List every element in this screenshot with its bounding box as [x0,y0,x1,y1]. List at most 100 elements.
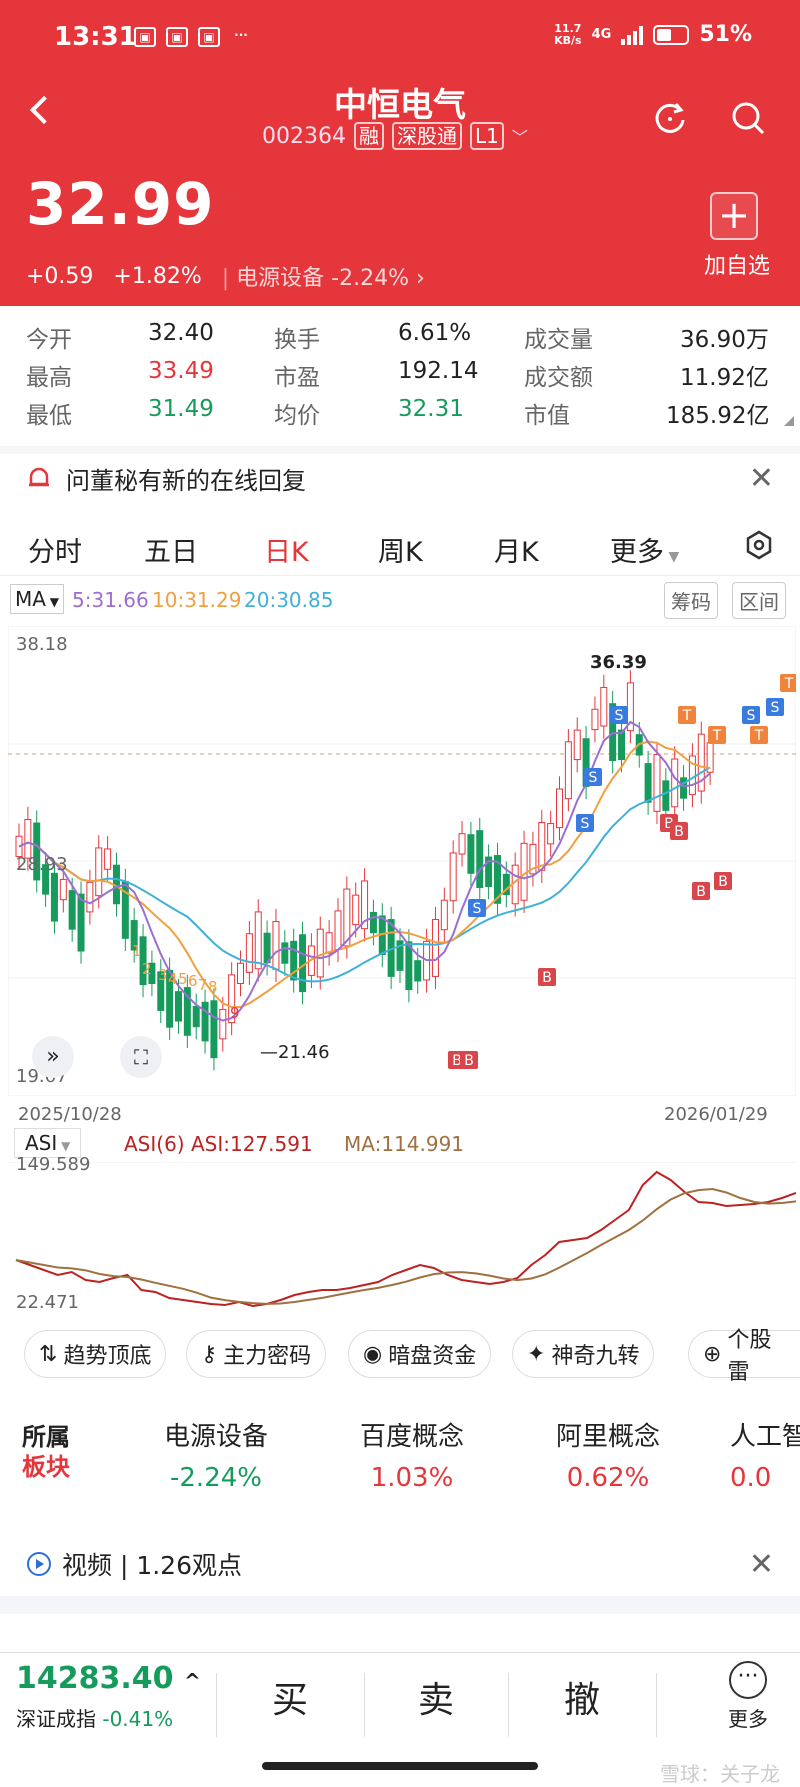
signal-icon [621,25,644,45]
index-value[interactable]: 14283.40 ^ [16,1661,201,1696]
tab-intraday[interactable]: 分时 [28,537,82,568]
asi-selector[interactable]: ASI ▼ [14,1128,82,1158]
candle [237,962,245,985]
settings-icon[interactable] [744,530,774,560]
candle [591,708,599,731]
sector-item[interactable]: 百度概念 1.03% [359,1422,464,1493]
candle [130,920,138,951]
tag-margin: 融 [353,122,384,150]
sell-button[interactable]: 卖 [417,1680,454,1721]
range-button[interactable]: 区间 [732,582,786,619]
signal-badge [678,706,696,724]
buy-button[interactable]: 买 [271,1680,308,1721]
asi-svg [8,1161,797,1308]
sector-item[interactable]: 电源设备 -2.24% [163,1422,268,1493]
candle [431,919,439,977]
fast-forward-icon[interactable]: » [32,1036,74,1078]
signal-text: T [682,708,692,724]
signal-badge [780,674,798,692]
ma20-value: 20:30.85 [244,588,334,612]
tag-level[interactable]: L1 [469,122,504,150]
candle [50,872,58,922]
fullscreen-icon[interactable]: ⛶ [120,1036,162,1078]
candle [502,873,510,896]
candle [653,753,661,812]
candle [281,942,289,964]
signal-text: T [784,676,794,692]
tab-five-day[interactable]: 五日 [144,537,198,568]
expand-corner-icon[interactable] [784,416,794,426]
sector-link[interactable]: | 电源设备 -2.24% › [221,266,425,291]
asi-ma: MA:114.991 [344,1132,465,1156]
sector-item[interactable]: 人工智 0.0 [730,1422,800,1493]
nine-turn-label: 5 [178,970,188,988]
ma-selector[interactable]: MA ▼ [10,584,64,614]
stock-header: 13:31 ▣ ▣ ▣ ··· 11.7 KB/s 4G 51% 中恒电气 002364… [0,0,800,306]
cancel-order-button[interactable]: 撤 [563,1680,600,1721]
divider [364,1673,365,1737]
tab-more[interactable]: 更多 ▼ [610,537,680,568]
nine-turn-label: 7 [198,976,208,994]
ma20-line [18,766,711,983]
candle [493,855,501,904]
chip-trend[interactable]: ⇅ 趋势顶底 [24,1330,167,1378]
signal-text: S [615,708,624,724]
asi-chart[interactable]: 149.589 22.471 [8,1154,797,1313]
candle [600,686,608,727]
more-button[interactable]: ··· 更多 [728,1661,768,1732]
nine-turn-label: 1 [132,942,142,960]
signal-text: B [542,970,552,986]
divider [656,1673,657,1737]
candle [662,780,670,811]
video-bar[interactable]: 视频 | 1.26观点 ✕ [0,1534,800,1594]
search-icon[interactable] [728,98,768,138]
add-watchlist-button[interactable]: + [710,192,758,240]
candle [263,932,271,964]
close-icon[interactable]: ✕ [748,1546,774,1582]
close-icon[interactable]: ✕ [748,460,774,496]
tab-weekly-k[interactable]: 周K [378,537,423,568]
chart-tabs: 分时 五日 日K 周K 月K 更多 ▼ [0,512,800,576]
signal-text: S [473,901,482,917]
candle [77,893,85,952]
signal-badge [584,768,602,786]
signal-badge [692,882,710,900]
home-indicator [262,1762,538,1770]
status-time: 13:31 [54,22,137,52]
signal-badge [766,698,784,716]
avg-value: 32.31 [398,396,464,422]
signal-text: S [589,770,598,786]
candle [458,833,466,855]
nine-turn-label: 4 [168,970,178,988]
index-label[interactable]: 深证成指 -0.41% [16,1707,174,1731]
candle [414,960,422,982]
signal-text: T [712,728,722,744]
candle [529,843,537,875]
chip-dark-pool[interactable]: ◉ 暗盘资金 [348,1330,492,1378]
chevron-down-icon[interactable]: ﹀ [511,128,528,147]
signal-text: B [696,884,706,900]
ma10-value: 10:31.29 [152,588,242,612]
candle [449,852,457,902]
candle [299,934,307,993]
tab-monthly-k[interactable]: 月K [494,537,539,568]
net-type: 4G [591,27,612,42]
signal-badge [714,872,732,890]
candle [564,741,572,800]
chip-main-force[interactable]: ⚷ 主力密码 [186,1330,327,1378]
sector-item[interactable]: 阿里概念 0.62% [555,1422,660,1493]
candle [174,991,182,1022]
add-watchlist-label[interactable]: 加自选 [703,254,770,279]
stock-name: 中恒电气 [334,85,466,124]
refresh-icon[interactable] [650,98,690,138]
chip-nine-turn[interactable]: ✦ 神奇九转 [512,1330,655,1378]
candle [245,933,253,973]
candle [476,830,484,889]
chip-stock-radar[interactable]: ⊕ 个股雷 [688,1328,800,1385]
tab-daily-k[interactable]: 日K [264,537,309,568]
trend-icon: ⇅ [39,1341,58,1367]
bell-icon [29,467,49,487]
chips-button[interactable]: 筹码 [664,582,718,619]
notice-bar[interactable]: 问董秘有新的在线回复 ✕ [0,446,800,502]
